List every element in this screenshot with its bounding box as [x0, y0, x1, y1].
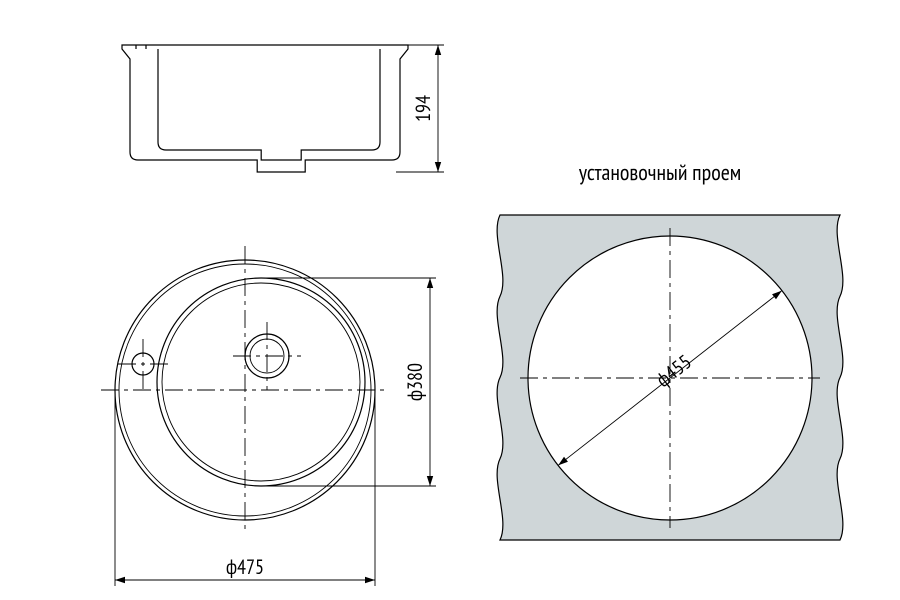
cutout-view: установочный проемф455 — [497, 159, 843, 540]
dim-height-194: 194 — [410, 95, 436, 122]
section-view: 194 — [122, 45, 444, 172]
cutout-title: установочный проем — [579, 159, 742, 187]
top-view: ф475 ф380 — [101, 246, 436, 586]
dim-inner-380: ф380 — [402, 363, 428, 401]
dim-outer-475: ф475 — [226, 554, 264, 580]
